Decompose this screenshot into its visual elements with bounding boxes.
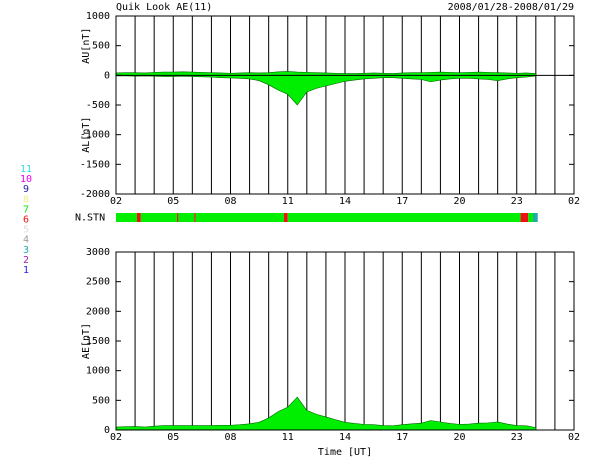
x-tick-label: 11 <box>282 196 294 207</box>
plot-frame <box>115 15 575 195</box>
x-tick-label: 05 <box>167 432 179 443</box>
x-tick-label: 05 <box>167 196 179 207</box>
x-tick-label: 17 <box>396 196 408 207</box>
x-tick-label: 20 <box>453 196 465 207</box>
x-tick-label: 14 <box>339 432 351 443</box>
station-segment <box>520 213 529 222</box>
station-segment <box>195 213 284 222</box>
area <box>115 75 537 106</box>
x-tick-label: 11 <box>282 432 294 443</box>
y-tick-label: 0 <box>104 70 110 81</box>
x-tick-label: 02 <box>110 432 122 443</box>
station-segment <box>283 213 288 222</box>
legend-entry: 11 <box>20 164 32 175</box>
legend-entry: 1 <box>23 265 29 276</box>
y-tick-label: 2000 <box>86 306 110 317</box>
chart-title: Quik Look AE(11) <box>116 2 212 13</box>
y-tick-label: -1500 <box>80 159 110 170</box>
legend-entry: 2 <box>23 255 29 266</box>
legend-entry: 3 <box>23 245 29 256</box>
x-tick-label: 23 <box>511 196 523 207</box>
x-tick-label: 08 <box>224 196 236 207</box>
y-tick-label: 2500 <box>86 277 110 288</box>
y-tick-label: 1000 <box>86 366 110 377</box>
station-segment <box>116 213 137 222</box>
legend-entry: 8 <box>23 194 29 205</box>
legend-entry: 6 <box>23 215 29 226</box>
x-tick-label: 20 <box>453 432 465 443</box>
legend-entry: 7 <box>23 204 29 215</box>
x-tick-label: 14 <box>339 196 351 207</box>
strip-label: N.STN <box>75 213 105 224</box>
station-segment <box>532 213 538 222</box>
legend-entry: 5 <box>23 225 29 236</box>
legend-entry: 10 <box>20 174 32 185</box>
x-tick-label: 02 <box>568 196 580 207</box>
y-tick-label: -1000 <box>80 130 110 141</box>
station-segment <box>136 213 141 222</box>
plot-frame <box>115 251 575 431</box>
y-tick-label: 0 <box>104 425 110 436</box>
legend-entry: 9 <box>23 184 29 195</box>
y-axis-label: AL[nT] <box>81 117 92 153</box>
area <box>115 396 537 431</box>
y-axis-label: AU[nT] <box>81 28 92 64</box>
legend-entry: 4 <box>23 235 29 246</box>
station-segment <box>140 213 178 222</box>
x-tick-label: 02 <box>568 432 580 443</box>
y-tick-label: -500 <box>86 100 110 111</box>
y-tick-label: 3000 <box>86 247 110 258</box>
y-tick-label: 1500 <box>86 336 110 347</box>
y-tick-label: -2000 <box>80 189 110 200</box>
station-segment <box>194 213 196 222</box>
x-tick-label: 17 <box>396 432 408 443</box>
y-tick-label: 500 <box>92 41 110 52</box>
chart-subtitle: 2008/01/28-2008/01/29 <box>448 2 574 13</box>
y-axis-label: AE[nT] <box>81 323 92 359</box>
station-segment <box>178 213 195 222</box>
y-tick-label: 1000 <box>86 11 110 22</box>
x-tick-label: 08 <box>224 432 236 443</box>
y-tick-label: 500 <box>92 395 110 406</box>
x-axis-label: Time [UT] <box>318 447 372 458</box>
station-segment <box>177 213 179 222</box>
station-segment <box>528 213 533 222</box>
x-tick-label: 23 <box>511 432 523 443</box>
area <box>115 71 537 76</box>
station-segment <box>287 213 521 222</box>
x-tick-label: 02 <box>110 196 122 207</box>
